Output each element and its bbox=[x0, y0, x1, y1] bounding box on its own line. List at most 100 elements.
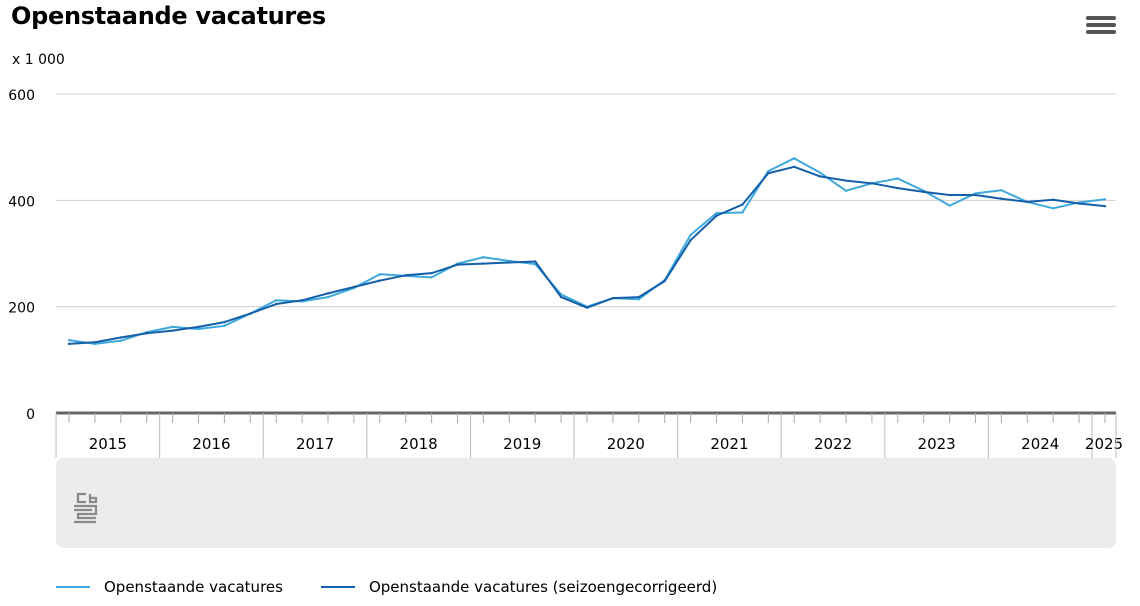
legend-swatch bbox=[320, 586, 355, 588]
data-point bbox=[948, 193, 951, 197]
data-point bbox=[741, 211, 744, 214]
data-point bbox=[637, 298, 640, 301]
x-tick-label: 2025 bbox=[1085, 435, 1123, 453]
data-point bbox=[352, 285, 356, 289]
data-point bbox=[1000, 197, 1003, 200]
data-point bbox=[948, 204, 951, 207]
navigator-panel[interactable] bbox=[56, 458, 1116, 548]
x-tick-label: 2017 bbox=[296, 435, 334, 453]
data-point bbox=[715, 214, 718, 217]
data-point bbox=[663, 279, 666, 283]
data-point bbox=[378, 273, 381, 276]
chart-title: Openstaande vacatures bbox=[11, 2, 326, 30]
hamburger-menu-icon[interactable] bbox=[1086, 16, 1116, 40]
x-tick-label: 2019 bbox=[503, 435, 541, 453]
data-point bbox=[171, 329, 174, 332]
data-point bbox=[689, 233, 692, 237]
legend-swatch bbox=[56, 586, 90, 588]
x-tick-label: 2023 bbox=[918, 435, 956, 453]
y-tick-label: 0 bbox=[26, 407, 35, 423]
data-point bbox=[818, 175, 822, 178]
data-point bbox=[1000, 189, 1003, 192]
series-lines bbox=[67, 157, 1107, 346]
data-point bbox=[404, 274, 407, 277]
data-point bbox=[974, 193, 977, 197]
data-point bbox=[119, 336, 123, 339]
data-point bbox=[67, 342, 71, 346]
data-point bbox=[1103, 198, 1107, 201]
data-point bbox=[430, 276, 433, 279]
legend-label: Openstaande vacatures (seizoengecorrigee… bbox=[368, 578, 718, 596]
data-point bbox=[456, 263, 459, 266]
data-point bbox=[793, 165, 796, 169]
data-point bbox=[223, 320, 226, 324]
x-tick-label: 2021 bbox=[710, 435, 748, 453]
data-point bbox=[559, 295, 563, 299]
data-point bbox=[145, 332, 148, 335]
data-point bbox=[430, 271, 433, 275]
data-point bbox=[508, 261, 511, 264]
grid-lines bbox=[56, 93, 1116, 308]
y-tick-label: 400 bbox=[8, 194, 35, 210]
cbs-logo-mark bbox=[74, 492, 98, 524]
data-point bbox=[171, 325, 174, 329]
data-point bbox=[326, 292, 330, 295]
series-line-2 bbox=[68, 165, 1106, 345]
series-line-1 bbox=[68, 157, 1106, 345]
x-tick-label: 2024 bbox=[1021, 435, 1059, 453]
navigator-background bbox=[56, 458, 1116, 548]
data-point bbox=[275, 302, 278, 306]
x-tick-label: 2018 bbox=[400, 435, 438, 453]
data-point bbox=[1052, 207, 1055, 210]
y-axis-unit-label: x 1 000 bbox=[12, 52, 65, 68]
data-point bbox=[482, 256, 485, 259]
data-point bbox=[1026, 200, 1029, 204]
data-point bbox=[818, 171, 822, 174]
legend-label: Openstaande vacatures bbox=[104, 578, 283, 596]
y-tick-label: 200 bbox=[8, 301, 35, 317]
y-axis-ticks: 0 200 400 600 bbox=[8, 88, 35, 423]
data-point bbox=[715, 211, 718, 215]
x-tick-label: 2022 bbox=[814, 435, 852, 453]
data-point bbox=[741, 203, 744, 206]
data-point bbox=[223, 324, 226, 328]
legend-item-openstaande-vacatures[interactable]: Openstaande vacatures bbox=[56, 578, 283, 596]
data-point bbox=[197, 327, 200, 331]
cbs-logo bbox=[74, 492, 98, 524]
data-point bbox=[326, 295, 330, 299]
data-point bbox=[378, 279, 381, 282]
y-tick-label: 600 bbox=[8, 88, 35, 104]
data-point bbox=[793, 157, 796, 160]
data-point bbox=[767, 172, 770, 175]
data-point bbox=[896, 177, 899, 180]
data-point bbox=[93, 341, 97, 344]
data-point bbox=[844, 189, 848, 192]
data-point bbox=[922, 190, 925, 194]
data-point bbox=[611, 296, 615, 300]
legend: Openstaande vacatures Openstaande vacatu… bbox=[56, 578, 755, 596]
data-point bbox=[119, 339, 123, 342]
data-point bbox=[249, 312, 252, 315]
data-point bbox=[300, 299, 304, 302]
data-point bbox=[67, 338, 71, 342]
data-point bbox=[870, 182, 874, 185]
x-tick-label: 2020 bbox=[607, 435, 645, 453]
data-point bbox=[1077, 202, 1081, 205]
data-point bbox=[689, 239, 692, 242]
data-point bbox=[275, 299, 278, 302]
x-axis: 2015 2016 2017 2018 2019 2020 2021 2022 2023 2024… bbox=[55, 411, 1123, 458]
data-point bbox=[844, 179, 848, 182]
x-tick-label: 2015 bbox=[89, 435, 127, 453]
data-point bbox=[896, 186, 899, 190]
x-tick-label: 2016 bbox=[192, 435, 230, 453]
data-point bbox=[585, 306, 589, 309]
data-point bbox=[637, 295, 640, 299]
data-point bbox=[1052, 198, 1055, 202]
data-point bbox=[197, 325, 200, 329]
data-point bbox=[1103, 204, 1107, 208]
legend-item-seizoengecorrigeerd[interactable]: Openstaande vacatures (seizoengecorrigee… bbox=[320, 578, 718, 596]
data-point bbox=[534, 260, 537, 263]
data-point bbox=[767, 169, 770, 173]
data-point bbox=[482, 262, 485, 265]
